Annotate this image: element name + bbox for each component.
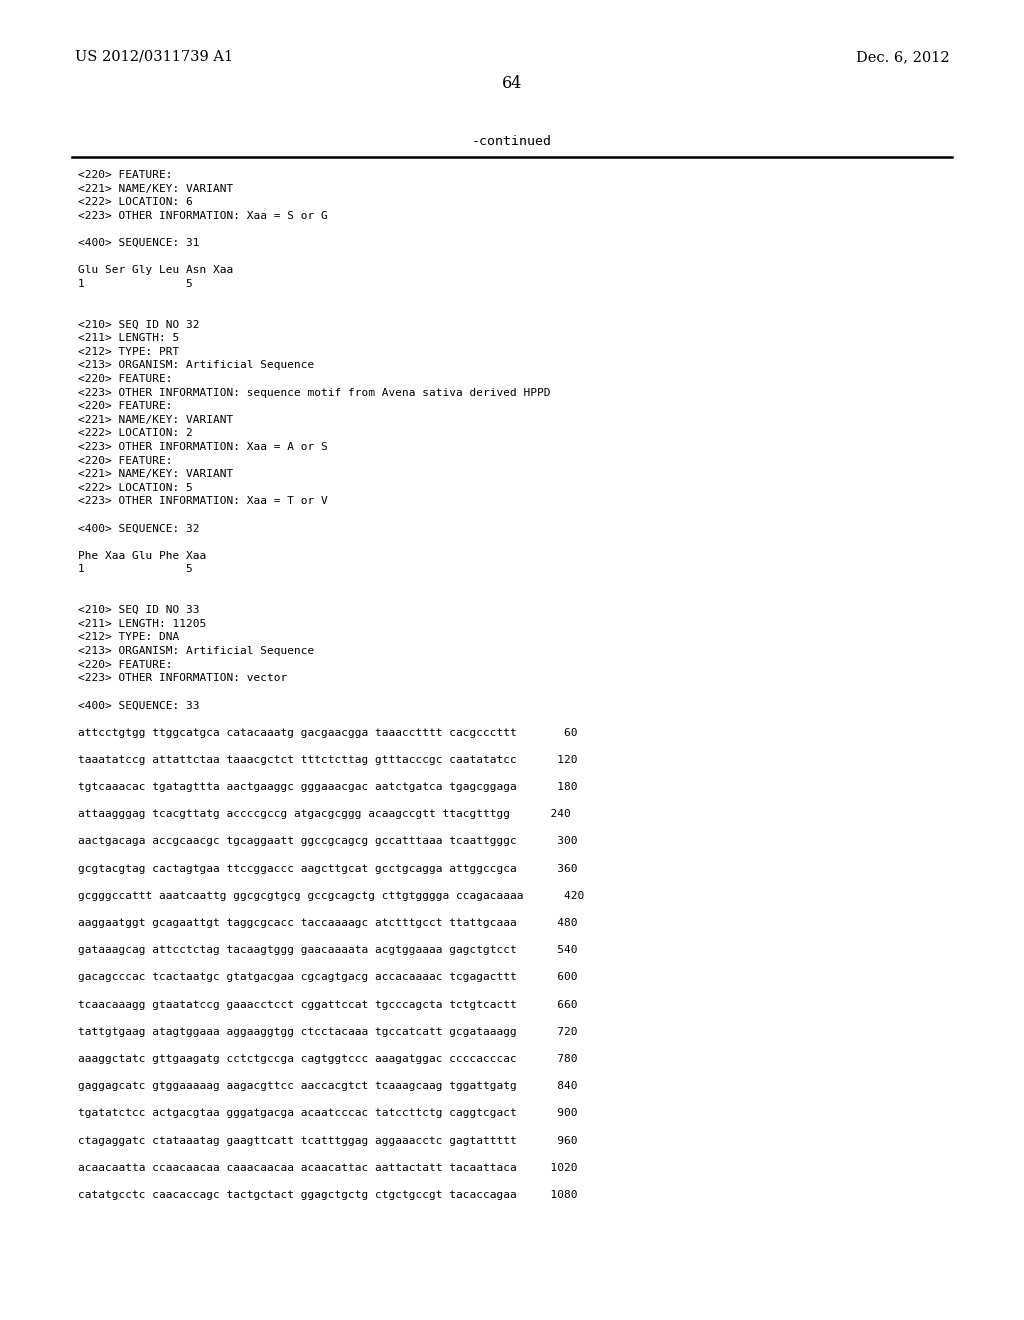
Text: <400> SEQUENCE: 33: <400> SEQUENCE: 33 [78,701,200,710]
Text: gacagcccac tcactaatgc gtatgacgaa cgcagtgacg accacaaaac tcgagacttt      600: gacagcccac tcactaatgc gtatgacgaa cgcagtg… [78,973,578,982]
Text: <222> LOCATION: 2: <222> LOCATION: 2 [78,429,193,438]
Text: <210> SEQ ID NO 33: <210> SEQ ID NO 33 [78,605,200,615]
Text: attaagggag tcacgttatg accccgccg atgacgcggg acaagccgtt ttacgtttgg      240: attaagggag tcacgttatg accccgccg atgacgcg… [78,809,570,820]
Text: tattgtgaag atagtggaaa aggaaggtgg ctcctacaaa tgccatcatt gcgataaagg      720: tattgtgaag atagtggaaa aggaaggtgg ctcctac… [78,1027,578,1036]
Text: <210> SEQ ID NO 32: <210> SEQ ID NO 32 [78,319,200,330]
Text: <222> LOCATION: 5: <222> LOCATION: 5 [78,483,193,492]
Text: <221> NAME/KEY: VARIANT: <221> NAME/KEY: VARIANT [78,183,233,194]
Text: <223> OTHER INFORMATION: Xaa = A or S: <223> OTHER INFORMATION: Xaa = A or S [78,442,328,451]
Text: <400> SEQUENCE: 31: <400> SEQUENCE: 31 [78,238,200,248]
Text: tcaacaaagg gtaatatccg gaaacctcct cggattccat tgcccagcta tctgtcactt      660: tcaacaaagg gtaatatccg gaaacctcct cggattc… [78,999,578,1010]
Text: catatgcctc caacaccagc tactgctact ggagctgctg ctgctgccgt tacaccagaa     1080: catatgcctc caacaccagc tactgctact ggagctg… [78,1191,578,1200]
Text: Dec. 6, 2012: Dec. 6, 2012 [856,50,950,63]
Text: <211> LENGTH: 11205: <211> LENGTH: 11205 [78,619,206,628]
Text: 1               5: 1 5 [78,565,193,574]
Text: gataaagcag attcctctag tacaagtggg gaacaaaata acgtggaaaa gagctgtcct      540: gataaagcag attcctctag tacaagtggg gaacaaa… [78,945,578,956]
Text: -continued: -continued [472,135,552,148]
Text: taaatatccg attattctaa taaacgctct tttctcttag gtttacccgc caatatatcc      120: taaatatccg attattctaa taaacgctct tttctct… [78,755,578,764]
Text: <223> OTHER INFORMATION: Xaa = S or G: <223> OTHER INFORMATION: Xaa = S or G [78,211,328,220]
Text: <220> FEATURE:: <220> FEATURE: [78,170,172,180]
Text: acaacaatta ccaacaacaa caaacaacaa acaacattac aattactatt tacaattaca     1020: acaacaatta ccaacaacaa caaacaacaa acaacat… [78,1163,578,1172]
Text: gcgtacgtag cactagtgaa ttccggaccc aagcttgcat gcctgcagga attggccgca      360: gcgtacgtag cactagtgaa ttccggaccc aagcttg… [78,863,578,874]
Text: <220> FEATURE:: <220> FEATURE: [78,401,172,412]
Text: <223> OTHER INFORMATION: sequence motif from Avena sativa derived HPPD: <223> OTHER INFORMATION: sequence motif … [78,388,551,397]
Text: <212> TYPE: PRT: <212> TYPE: PRT [78,347,179,356]
Text: aaaggctatc gttgaagatg cctctgccga cagtggtccc aaagatggac ccccacccac      780: aaaggctatc gttgaagatg cctctgccga cagtggt… [78,1053,578,1064]
Text: <220> FEATURE:: <220> FEATURE: [78,660,172,669]
Text: <221> NAME/KEY: VARIANT: <221> NAME/KEY: VARIANT [78,414,233,425]
Text: <223> OTHER INFORMATION: vector: <223> OTHER INFORMATION: vector [78,673,288,684]
Text: <220> FEATURE:: <220> FEATURE: [78,455,172,466]
Text: Glu Ser Gly Leu Asn Xaa: Glu Ser Gly Leu Asn Xaa [78,265,233,275]
Text: Phe Xaa Glu Phe Xaa: Phe Xaa Glu Phe Xaa [78,550,206,561]
Text: gaggagcatc gtggaaaaag aagacgttcc aaccacgtct tcaaagcaag tggattgatg      840: gaggagcatc gtggaaaaag aagacgttcc aaccacg… [78,1081,578,1092]
Text: aaggaatggt gcagaattgt taggcgcacc taccaaaagc atctttgcct ttattgcaaa      480: aaggaatggt gcagaattgt taggcgcacc taccaaa… [78,917,578,928]
Text: <221> NAME/KEY: VARIANT: <221> NAME/KEY: VARIANT [78,469,233,479]
Text: aactgacaga accgcaacgc tgcaggaatt ggccgcagcg gccatttaaa tcaattgggc      300: aactgacaga accgcaacgc tgcaggaatt ggccgca… [78,837,578,846]
Text: 1               5: 1 5 [78,279,193,289]
Text: attcctgtgg ttggcatgca catacaaatg gacgaacgga taaacctttt cacgcccttt       60: attcctgtgg ttggcatgca catacaaatg gacgaac… [78,727,578,738]
Text: gcgggccattt aaatcaattg ggcgcgtgcg gccgcagctg cttgtgggga ccagacaaaa      420: gcgggccattt aaatcaattg ggcgcgtgcg gccgca… [78,891,585,900]
Text: <213> ORGANISM: Artificial Sequence: <213> ORGANISM: Artificial Sequence [78,645,314,656]
Text: US 2012/0311739 A1: US 2012/0311739 A1 [75,50,233,63]
Text: <213> ORGANISM: Artificial Sequence: <213> ORGANISM: Artificial Sequence [78,360,314,371]
Text: tgatatctcc actgacgtaa gggatgacga acaatcccac tatccttctg caggtcgact      900: tgatatctcc actgacgtaa gggatgacga acaatcc… [78,1109,578,1118]
Text: 64: 64 [502,75,522,92]
Text: tgtcaaacac tgatagttta aactgaaggc gggaaacgac aatctgatca tgagcggaga      180: tgtcaaacac tgatagttta aactgaaggc gggaaac… [78,781,578,792]
Text: <211> LENGTH: 5: <211> LENGTH: 5 [78,333,179,343]
Text: <400> SEQUENCE: 32: <400> SEQUENCE: 32 [78,524,200,533]
Text: <222> LOCATION: 6: <222> LOCATION: 6 [78,197,193,207]
Text: <223> OTHER INFORMATION: Xaa = T or V: <223> OTHER INFORMATION: Xaa = T or V [78,496,328,507]
Text: <212> TYPE: DNA: <212> TYPE: DNA [78,632,179,643]
Text: <220> FEATURE:: <220> FEATURE: [78,374,172,384]
Text: ctagaggatc ctataaatag gaagttcatt tcatttggag aggaaacctc gagtattttt      960: ctagaggatc ctataaatag gaagttcatt tcatttg… [78,1135,578,1146]
